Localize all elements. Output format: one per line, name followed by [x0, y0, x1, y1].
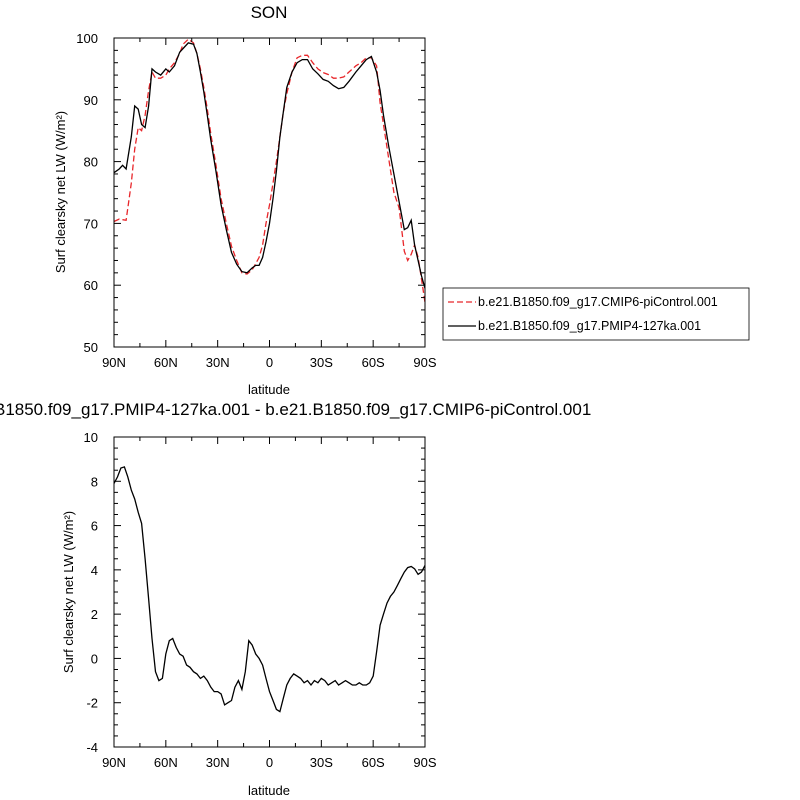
series-line-1-2 — [114, 42, 425, 289]
chart-title-bottom: b.e21.B1850.f09_g17.PMIP4-127ka.001 - b.… — [0, 400, 591, 419]
y-tick-label: 10 — [84, 430, 98, 445]
y-tick-label: 80 — [84, 155, 98, 170]
x-tick-label: 30N — [206, 755, 230, 770]
x-tick-label: 90S — [413, 355, 436, 370]
plot-area-bottom — [114, 466, 425, 713]
y-tick-label: 70 — [84, 216, 98, 231]
legend: b.e21.B1850.f09_g17.CMIP6-piControl.001 … — [442, 287, 750, 341]
tick-marks-top — [113, 37, 426, 348]
panel-top: SON 90N 60N 30N 0 30S 60S 90S 50 60 70 80 90 100 la… — [53, 3, 750, 397]
x-tick-label: 90N — [102, 755, 126, 770]
x-axis-label-top: latitude — [248, 382, 290, 397]
series-line-2-1 — [114, 466, 425, 713]
x-tick-label: 30S — [310, 755, 333, 770]
x-tick-label: 30S — [310, 355, 333, 370]
x-axis-label-bottom: latitude — [248, 783, 290, 798]
y-tick-label: 4 — [91, 563, 98, 578]
panel-bottom: b.e21.B1850.f09_g17.PMIP4-127ka.001 - b.… — [0, 400, 591, 798]
y-tick-label: 50 — [84, 340, 98, 355]
y-tick-label: 0 — [91, 651, 98, 666]
x-tick-label: 0 — [266, 755, 273, 770]
tick-marks-bottom — [113, 436, 426, 748]
x-tick-label: 90N — [102, 355, 126, 370]
y-tick-label: 2 — [91, 607, 98, 622]
y-tick-label: 100 — [76, 31, 98, 46]
plot-area-top — [114, 38, 425, 303]
x-tick-labels-top: 90N 60N 30N 0 30S 60S 90S — [102, 355, 437, 370]
x-tick-label: 60S — [362, 755, 385, 770]
x-tick-label: 60S — [362, 355, 385, 370]
x-tick-label: 90S — [413, 755, 436, 770]
chart-title-top: SON — [251, 3, 288, 22]
x-tick-label: 0 — [266, 355, 273, 370]
y-tick-label: 90 — [84, 93, 98, 108]
plot-frame-bottom — [113, 436, 426, 748]
x-tick-label: 30N — [206, 355, 230, 370]
y-axis-label-top: Surf clearsky net LW (W/m²) — [53, 111, 68, 273]
y-tick-label: 60 — [84, 278, 98, 293]
legend-label-picontrol: b.e21.B1850.f09_g17.CMIP6-piControl.001 — [478, 295, 718, 309]
x-tick-labels-bottom: 90N 60N 30N 0 30S 60S 90S — [102, 755, 437, 770]
y-axis-label-bottom: Surf clearsky net LW (W/m²) — [61, 511, 76, 673]
x-tick-label: 60N — [154, 355, 178, 370]
y-tick-labels-top: 50 60 70 80 90 100 — [76, 31, 98, 355]
y-tick-label: -2 — [86, 696, 98, 711]
y-tick-label: 6 — [91, 519, 98, 534]
y-tick-labels-bottom: -4 -2 0 2 4 6 8 10 — [84, 430, 98, 755]
y-tick-label: 8 — [91, 474, 98, 489]
y-tick-label: -4 — [86, 740, 98, 755]
legend-box — [442, 287, 750, 341]
legend-label-127ka: b.e21.B1850.f09_g17.PMIP4-127ka.001 — [478, 319, 701, 333]
x-tick-label: 60N — [154, 755, 178, 770]
